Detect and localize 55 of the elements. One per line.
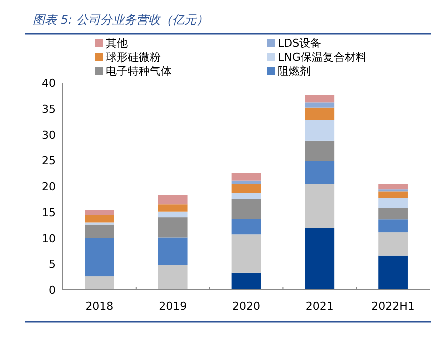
bar: [158, 238, 188, 266]
bar: [378, 220, 408, 233]
bar: [305, 184, 335, 228]
legend-label: 球形硅微粉: [106, 51, 161, 64]
bar: [232, 173, 262, 181]
bar: [305, 140, 335, 162]
x-tick-label: 2018: [86, 300, 114, 313]
bar: [158, 204, 188, 212]
y-tick-label: 30: [42, 128, 56, 142]
bar: [305, 161, 335, 184]
bar: [158, 265, 188, 290]
bar: [232, 234, 262, 273]
bar: [232, 199, 262, 220]
x-tick-label: 2021: [306, 300, 334, 313]
bar: [85, 210, 114, 216]
y-tick-label: 35: [42, 102, 56, 116]
bar: [305, 108, 335, 120]
bar: [305, 95, 335, 103]
legend-label: LDS设备: [278, 37, 322, 50]
bar: [378, 256, 408, 290]
bar: [378, 184, 408, 190]
y-tick-label: 5: [49, 258, 56, 272]
bar: [378, 198, 408, 208]
bar: [305, 120, 335, 141]
bar: [232, 184, 262, 194]
bar: [85, 215, 114, 223]
bar: [378, 232, 408, 256]
legend-label: 其他: [106, 37, 128, 50]
bar: [232, 193, 262, 200]
chart-title: 图表 5: 公司分业务营收（亿元）: [33, 13, 208, 27]
bar: [158, 195, 188, 205]
bar: [85, 224, 114, 238]
y-tick-label: 20: [42, 180, 56, 194]
bar: [232, 219, 262, 235]
y-tick-label: 10: [42, 232, 56, 246]
bar: [232, 180, 262, 184]
bar: [378, 192, 408, 198]
y-tick-label: 0: [49, 284, 56, 297]
bar: [158, 218, 188, 238]
y-tick-label: 25: [42, 154, 56, 168]
bar: [305, 102, 335, 108]
x-tick-label: 2019: [159, 300, 188, 313]
bar: [85, 276, 114, 290]
bar: [378, 208, 408, 220]
y-tick-label: 15: [42, 206, 56, 220]
bar: [305, 228, 335, 290]
bar: [158, 212, 188, 218]
x-tick-label: 2022H1: [372, 300, 415, 313]
bar: [232, 272, 262, 290]
x-tick-label: 2020: [232, 300, 260, 313]
legend-label: LNG保温复合材料: [278, 51, 367, 64]
legend-label: 电子特种气体: [106, 65, 172, 78]
legend-label: 阻燃剂: [278, 65, 311, 78]
bar: [85, 238, 114, 277]
y-tick-label: 40: [42, 77, 56, 90]
